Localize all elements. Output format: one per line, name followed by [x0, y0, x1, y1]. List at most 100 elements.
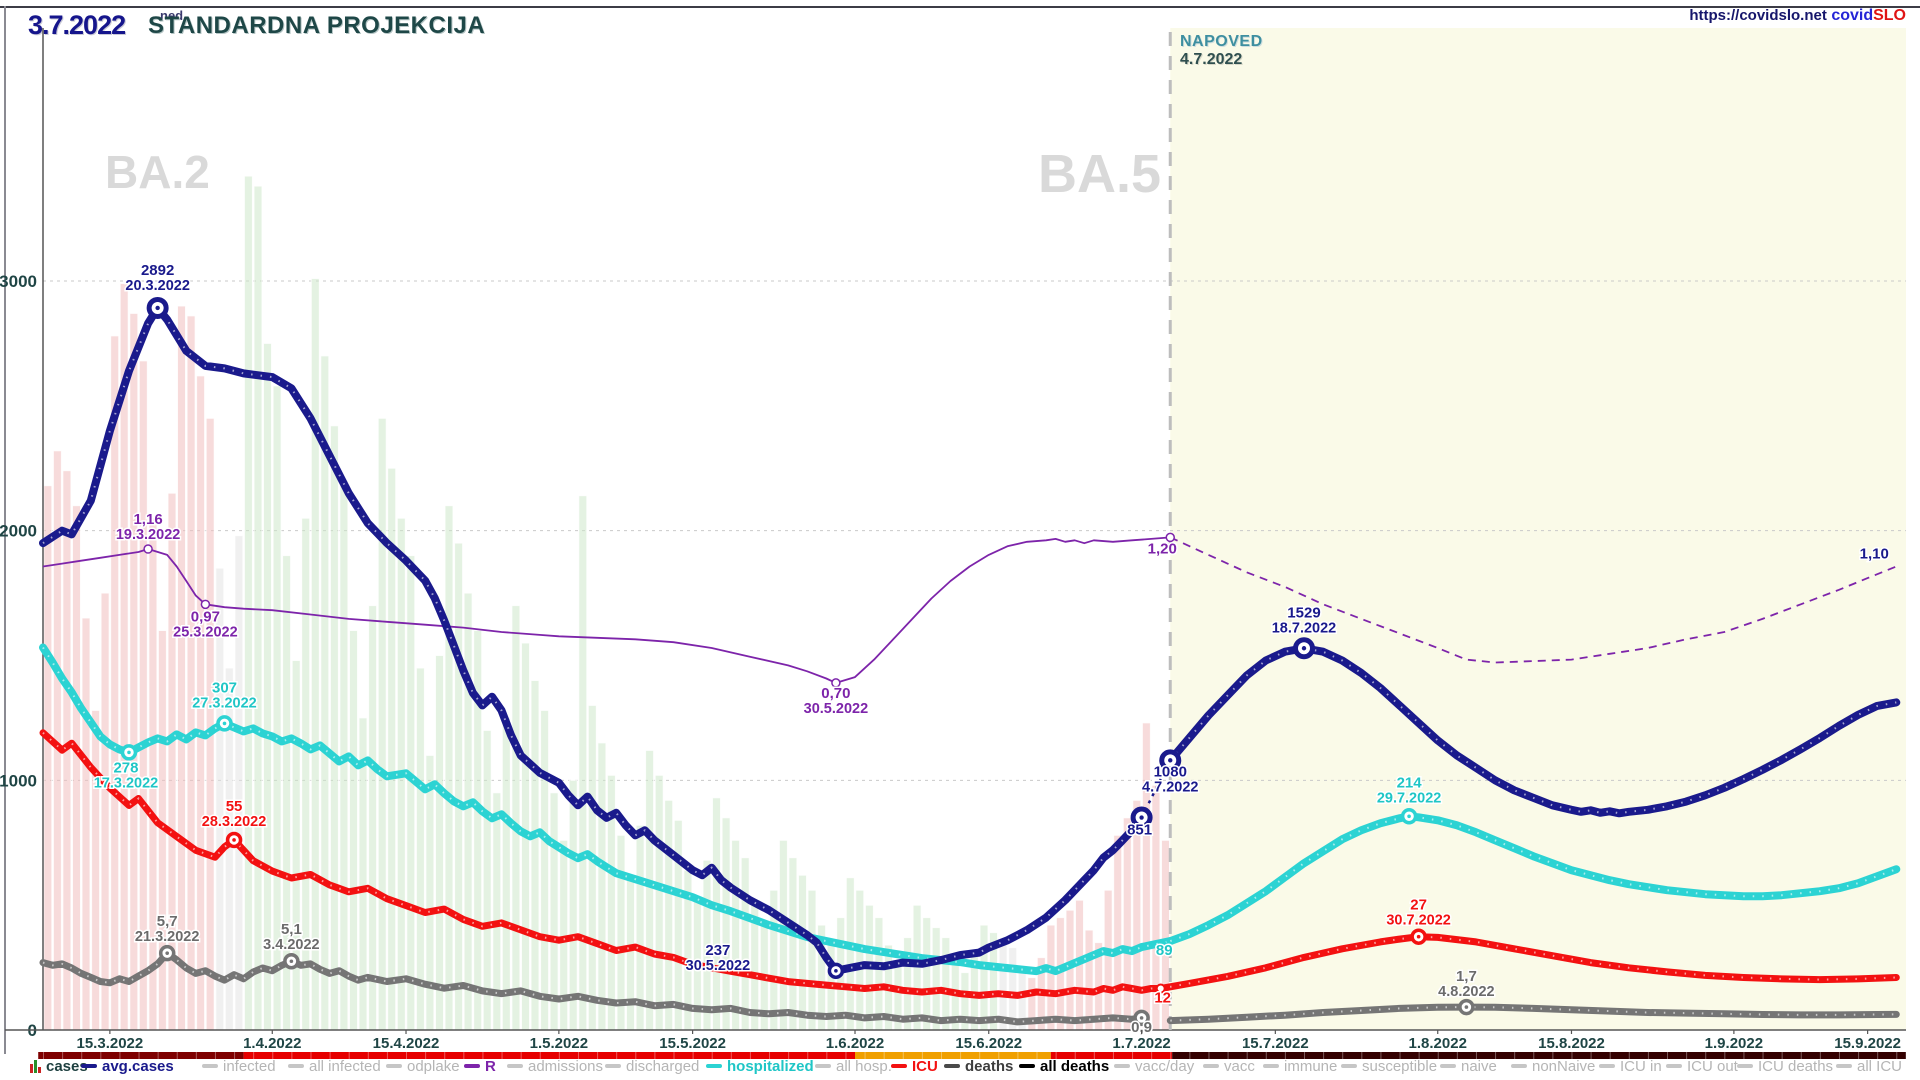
legend-item-label: hospitalized: [727, 1057, 814, 1075]
cases-bar: [712, 797, 721, 1031]
x-axis-labels: 15.3.2022 1.4.2022 15.4.2022 1.5.2022 15.5.2…: [77, 1030, 1901, 1052]
cases-bar: [845, 877, 855, 1031]
legend-item-label: all deaths: [1040, 1057, 1110, 1075]
annotation-label: 30.5.2022: [686, 958, 751, 974]
legend-line-swatch: [944, 1064, 960, 1068]
cases-bar: [100, 592, 110, 1031]
annotation-label: 1,20: [1148, 540, 1177, 557]
legend-line-swatch: [202, 1064, 218, 1068]
cases-bar: [329, 425, 339, 1031]
series-R-line: [42, 536, 1897, 684]
legend-item-immune[interactable]: immune: [1263, 1055, 1337, 1077]
legend-item-label: discharged: [626, 1057, 700, 1075]
legend-item-label: admissions: [528, 1057, 604, 1075]
cases-bar: [463, 592, 473, 1031]
cases-bar: [721, 817, 731, 1031]
legend-line-swatch: [507, 1064, 523, 1068]
annotation-label: 307: [212, 679, 237, 696]
watermark-ba5: BA.5: [1038, 144, 1161, 204]
cases-bar: [291, 660, 301, 1031]
cases-bar: [540, 709, 550, 1031]
cases-bar: [798, 874, 807, 1031]
annotation-label: 28.3.2022: [202, 814, 267, 830]
annotation-label: 0,97: [191, 608, 220, 625]
cases-bar: [530, 680, 540, 1031]
cases-bar: [186, 315, 196, 1031]
cases-bar: [1046, 924, 1056, 1031]
legend-line-swatch: [1341, 1064, 1357, 1068]
watermark-ba2: BA.2: [105, 146, 210, 198]
cases-bar: [177, 305, 186, 1031]
legend-item-label: susceptible: [1362, 1057, 1438, 1075]
cases-bar: [645, 749, 655, 1031]
forecast-label: NAPOVED 4.7.2022: [1180, 33, 1263, 69]
current-date: 3.7.2022: [28, 10, 126, 40]
cases-bar: [349, 630, 358, 1031]
legend-line-swatch: [706, 1064, 722, 1068]
legend-item-all-hosp-[interactable]: all hosp.: [815, 1055, 892, 1077]
legend-line-swatch: [288, 1064, 304, 1068]
legend-item-infected[interactable]: infected: [202, 1055, 276, 1077]
legend-item-odplake[interactable]: odplake: [386, 1055, 460, 1077]
legend-item-label: all ICU: [1857, 1057, 1903, 1075]
legend-item-susceptible[interactable]: susceptible: [1341, 1055, 1437, 1077]
annotation-label: 278: [113, 759, 138, 776]
legend-item-label: avg.cases: [102, 1057, 174, 1075]
annotation-label: 1,10: [1860, 546, 1889, 563]
legend-item-icu-out[interactable]: ICU out: [1666, 1055, 1738, 1077]
legend-line-swatch: [1263, 1064, 1279, 1068]
cases-bar: [263, 342, 272, 1031]
cases-bar: [788, 857, 798, 1031]
legend-item-all-deaths[interactable]: all deaths: [1019, 1055, 1109, 1077]
legend-item-r[interactable]: R: [464, 1055, 496, 1077]
legend-item-cases[interactable]: cases: [30, 1055, 88, 1077]
cases-bar: [578, 495, 588, 1031]
legend-item-label: ICU: [912, 1057, 938, 1075]
legend-item-label: naive: [1461, 1057, 1497, 1075]
annotation-label: 55: [226, 798, 243, 815]
weekday-abbrev: ned: [160, 8, 184, 23]
legend-item-label: infected: [223, 1057, 276, 1075]
x-axis-label: 1.5.2022: [530, 1035, 588, 1052]
annotation-label: 1,7: [1456, 968, 1477, 985]
legend-item-avg-cases[interactable]: avg.cases: [81, 1055, 174, 1077]
annotation-label: 89: [1156, 942, 1173, 959]
legend-item-all-icu[interactable]: all ICU: [1836, 1055, 1902, 1077]
legend-item-vacc-day[interactable]: vacc/day: [1114, 1055, 1194, 1077]
legend-item-nonnaive[interactable]: nonNaive: [1511, 1055, 1595, 1077]
measures-timeline-strip: [38, 1052, 1906, 1059]
site-url-link[interactable]: https://covidslo.net: [1689, 7, 1827, 24]
cases-bar: [626, 874, 635, 1031]
legend-item-icu[interactable]: ICU: [891, 1055, 938, 1077]
x-axis-label: 15.7.2022: [1242, 1035, 1309, 1052]
cases-bar: [1122, 817, 1132, 1031]
cases-bar: [654, 774, 664, 1031]
cases-bar: [43, 485, 53, 1031]
cases-bar: [1084, 929, 1094, 1031]
annotation-label: 18.7.2022: [1272, 620, 1337, 636]
legend-item-icu-deaths[interactable]: ICU deaths: [1737, 1055, 1833, 1077]
legend-item-discharged[interactable]: discharged: [605, 1055, 699, 1077]
x-axis-label: 1.4.2022: [243, 1035, 301, 1052]
forecast-region: [1170, 28, 1906, 1030]
legend-item-vacc[interactable]: vacc: [1203, 1055, 1255, 1077]
legend-item-hospitalized[interactable]: hospitalized: [706, 1055, 814, 1077]
legend-item-admissions[interactable]: admissions: [507, 1055, 603, 1077]
cases-bar: [740, 857, 750, 1031]
cases-bar: [406, 555, 416, 1031]
legend-line-swatch: [815, 1064, 831, 1068]
legend-item-all-infected[interactable]: all infected: [288, 1055, 381, 1077]
legend-item-label: all hosp.: [836, 1057, 892, 1075]
legend-item-deaths[interactable]: deaths: [944, 1055, 1013, 1077]
x-axis-label: 1.7.2022: [1112, 1035, 1170, 1052]
x-axis-label: 15.8.2022: [1538, 1035, 1605, 1052]
x-axis-label: 15.5.2022: [659, 1035, 726, 1052]
annotation-label: 19.3.2022: [116, 527, 181, 543]
legend-item-naive[interactable]: naive: [1440, 1055, 1497, 1077]
x-axis-label: 1.9.2022: [1705, 1035, 1763, 1052]
legend-item-label: deaths: [965, 1057, 1014, 1075]
legend-item-icu-in[interactable]: ICU in: [1599, 1055, 1662, 1077]
